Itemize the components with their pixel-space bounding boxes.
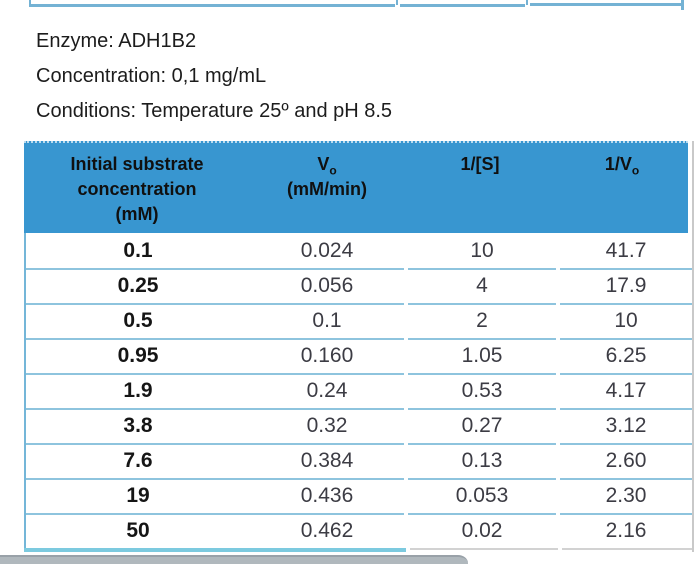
fragment-border-right [681,0,684,10]
cell-v0: 0.024 [300,239,354,262]
header-line: 1/[S] [460,154,500,174]
table-above-fragment [0,0,698,12]
table-body: 0.1 0.024 10 41.7 0.25 0.056 4 17.9 0.5 … [24,233,692,548]
cell-inverse-s: 4 [408,268,556,303]
header-line: (mM/min) [287,179,367,199]
fragment-border-segment [400,4,525,7]
fragment-border-divider [526,0,528,5]
cell-v0: 0.160 [250,338,404,373]
cell-substrate: 50 [26,513,250,548]
header-line: Vo [317,154,337,178]
cell-inverse-v0: 6.25 [560,338,692,373]
cell-inverse-v0: 41.7 [605,239,647,262]
cell-inverse-s: 0.02 [408,513,556,548]
cell-substrate: 19 [26,478,250,513]
cell-substrate: 0.1 [123,239,153,262]
cell-substrate: 3.8 [26,408,250,443]
cell-inverse-v0: 17.9 [560,268,692,303]
bottom-border-segment [410,548,558,550]
table-header-row: Initial substrate concentration (mM) Vo … [24,141,688,233]
cell-inverse-s: 0.53 [408,373,556,408]
bottom-border-segment [24,548,406,552]
cell-inverse-v0: 10 [560,303,692,338]
cell-inverse-s: 2 [408,303,556,338]
header-inverse-v0: 1/Vo [556,152,688,233]
cell-v0: 0.384 [250,443,404,478]
header-initial-substrate: Initial substrate concentration (mM) [24,152,250,233]
cell-substrate: 0.25 [26,268,250,303]
table-row: 0.5 0.1 2 10 [26,303,692,338]
table-row: 7.6 0.384 0.13 2.60 [26,443,692,478]
cell-inverse-s: 1.05 [408,338,556,373]
header-line: concentration [77,179,197,199]
cell-v0: 0.24 [250,373,404,408]
cell-v0: 0.32 [250,408,404,443]
cell-substrate: 0.5 [26,303,250,338]
cell-inverse-v0: 2.16 [560,513,692,548]
cell-inverse-s: 0.13 [408,443,556,478]
header-line: Initial substrate [70,154,204,174]
conditions-line: Conditions: Temperature 25º and pH 8.5 [36,100,393,122]
table-row: 0.25 0.056 4 17.9 [26,268,692,303]
fragment-border-divider [396,0,398,5]
cell-inverse-v0: 2.30 [560,478,692,513]
header-line: 1/Vo [604,154,640,178]
cell-v0: 0.056 [250,268,404,303]
bottom-border-segment [562,548,692,550]
table-row: 1.9 0.24 0.53 4.17 [26,373,692,408]
table-row: 0.1 0.024 10 41.7 [26,233,692,268]
cell-inverse-v0: 4.17 [560,373,692,408]
cell-inverse-v0: 3.12 [560,408,692,443]
fragment-border-left [29,0,31,7]
cell-v0: 0.436 [250,478,404,513]
table-bottom-border [24,548,692,552]
cell-substrate: 0.95 [26,338,250,373]
cell-inverse-v0: 2.60 [560,443,692,478]
cell-v0: 0.1 [250,303,404,338]
header-inverse-s: 1/[S] [404,152,556,233]
enzyme-line: Enzyme: ADH1B2 [36,30,197,52]
header-v0: Vo (mM/min) [250,152,404,233]
cell-inverse-s: 0.053 [408,478,556,513]
cell-inverse-s: 0.27 [408,408,556,443]
cell-substrate: 7.6 [26,443,250,478]
fragment-border-segment [530,3,681,6]
table-row: 0.95 0.160 1.05 6.25 [26,338,692,373]
table-row: 3.8 0.32 0.27 3.12 [26,408,692,443]
scrollbar-thumb[interactable] [0,555,468,564]
fragment-border-segment [29,4,395,7]
header-line: (mM) [115,204,159,224]
table-row: 50 0.462 0.02 2.16 [26,513,692,548]
table-row: 19 0.436 0.053 2.30 [26,478,692,513]
concentration-line: Concentration: 0,1 mg/mL [36,65,267,87]
cell-v0: 0.462 [250,513,404,548]
cell-inverse-s: 10 [470,239,494,262]
cell-substrate: 1.9 [26,373,250,408]
info-block: Enzyme: ADH1B2 Concentration: 0,1 mg/mL … [36,24,392,129]
kinetics-table: Initial substrate concentration (mM) Vo … [24,141,694,552]
